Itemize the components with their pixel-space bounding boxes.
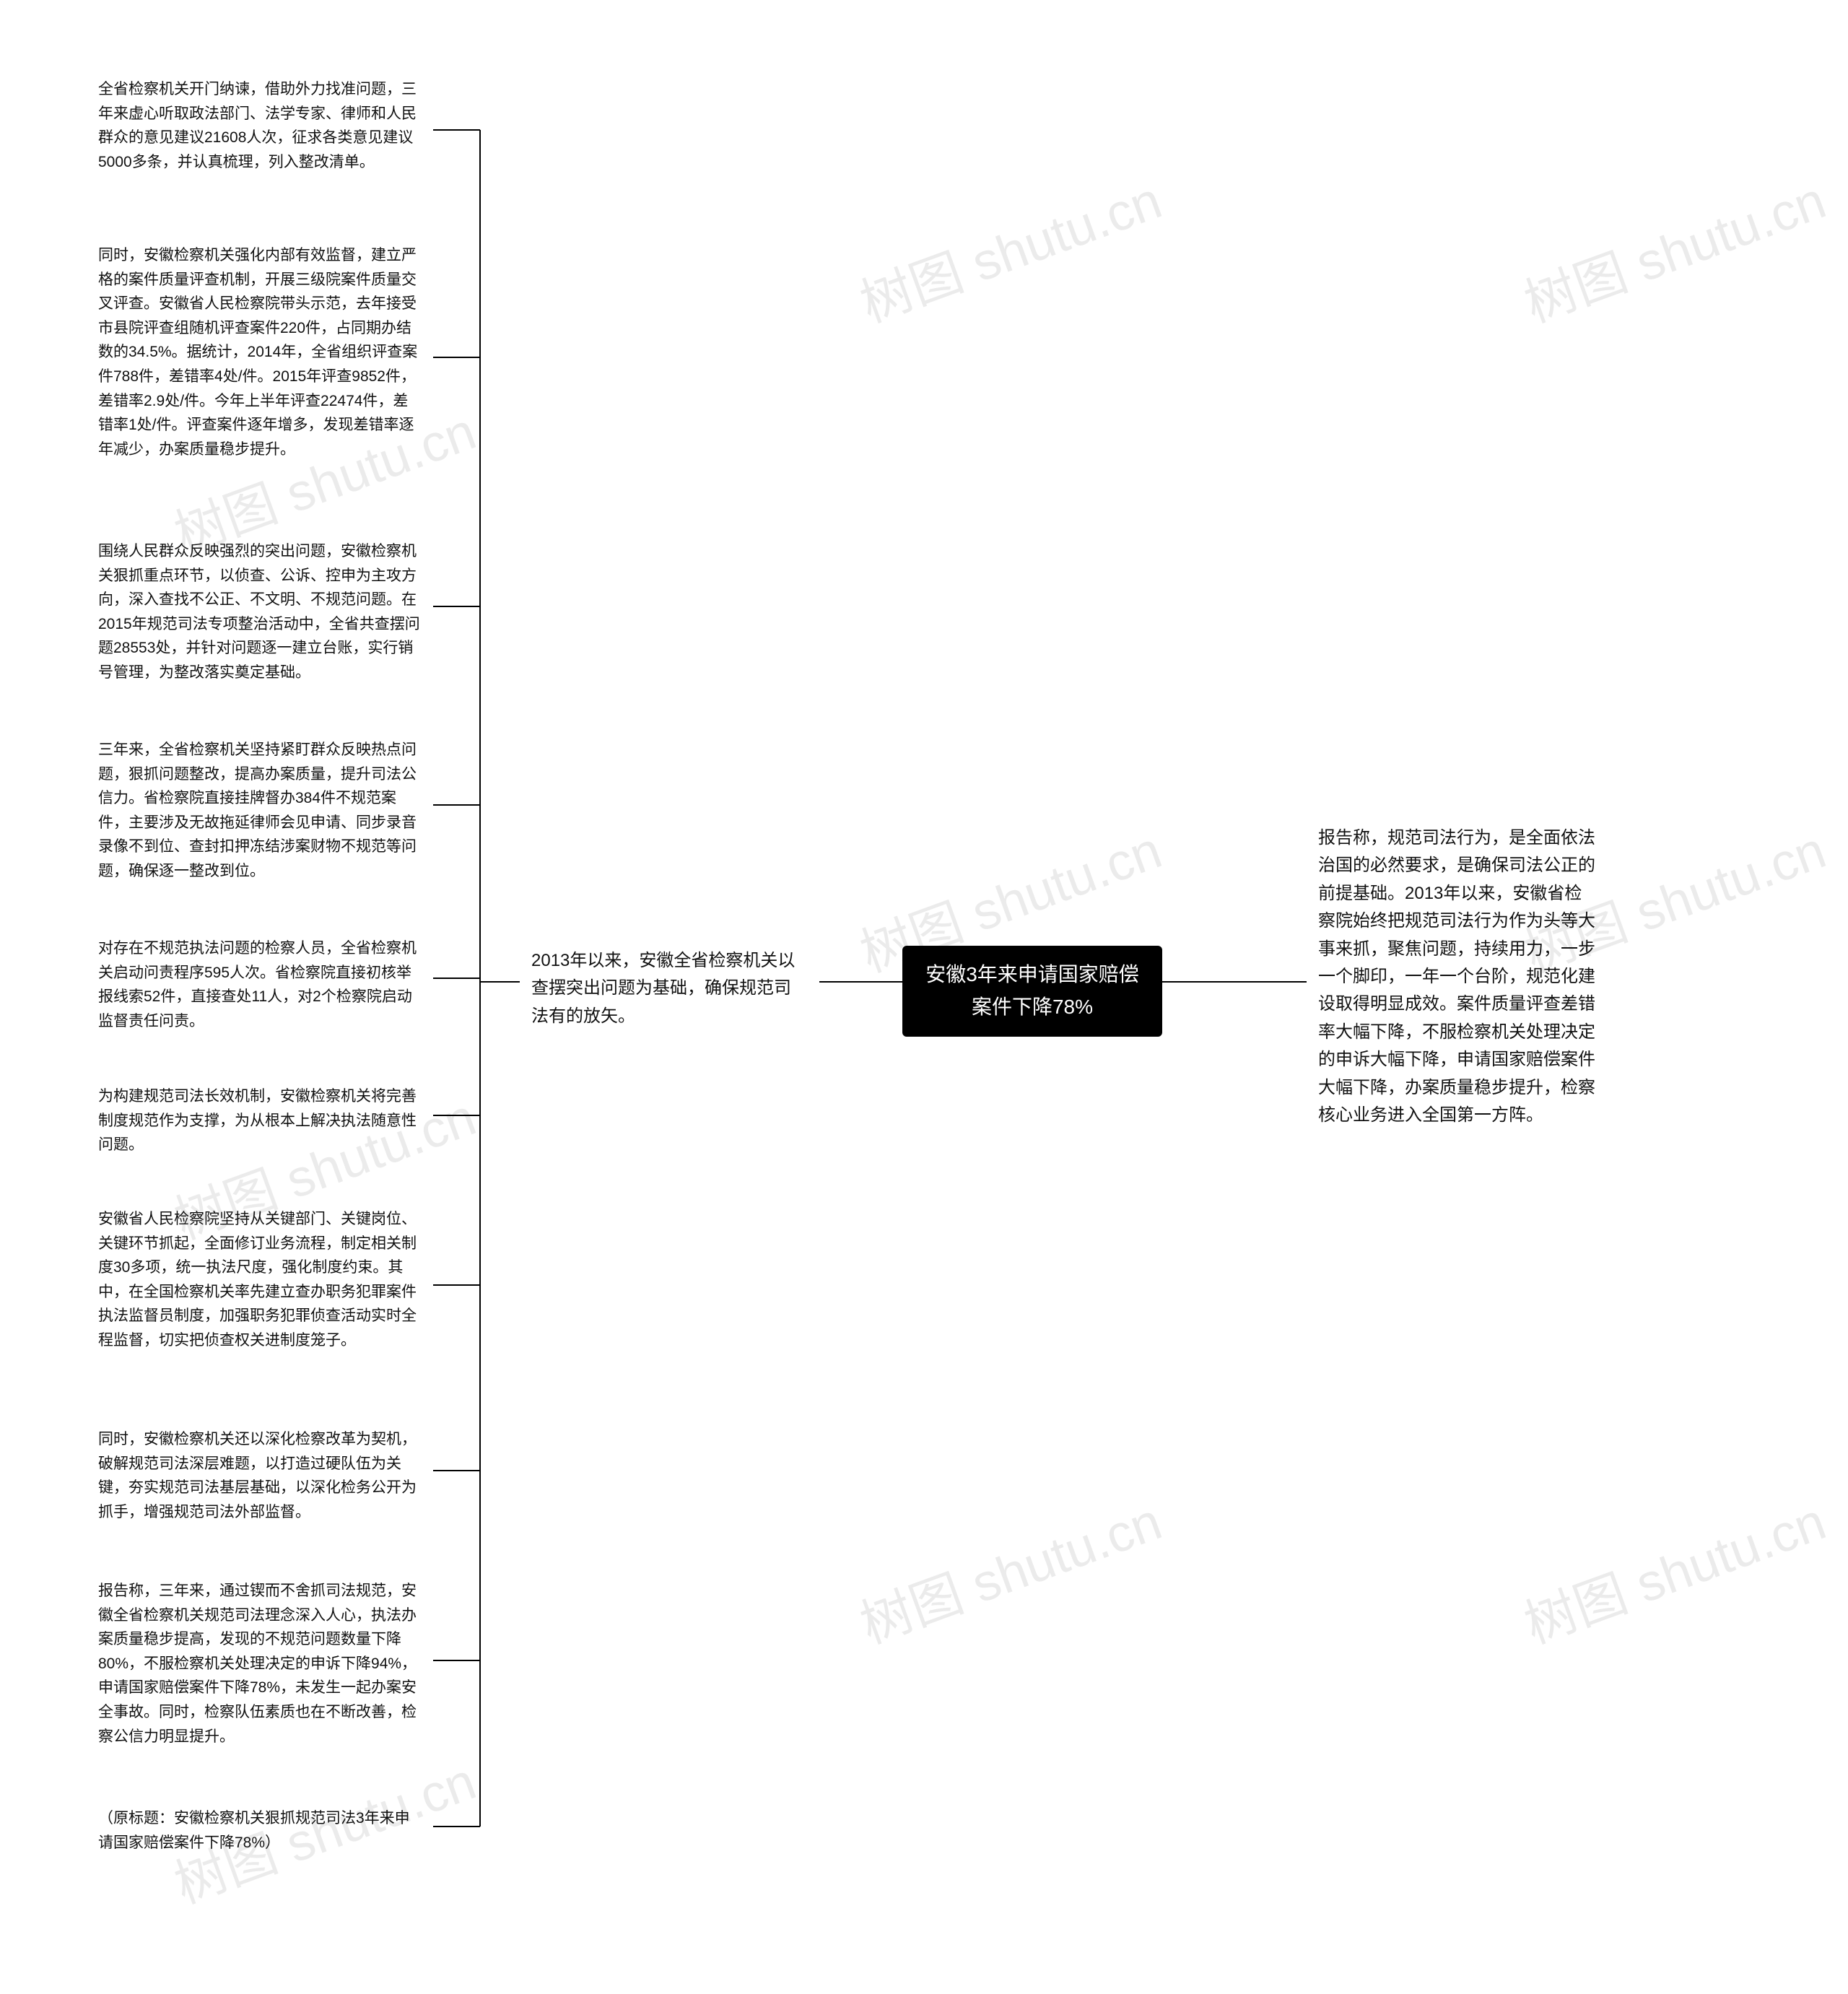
- leaf-9: 报告称，三年来，通过锲而不舍抓司法规范，安徽全省检察机关规范司法理念深入人心，执…: [87, 1570, 433, 1757]
- mindmap-left-branch: 2013年以来，安徽全省检察机关以查摆突出问题为基础，确保规范司法有的放矢。: [520, 939, 819, 1039]
- leaf-5: 对存在不规范执法问题的检察人员，全省检察机关启动问责程序595人次。省检察院直接…: [87, 928, 433, 1042]
- leaf-2: 同时，安徽检察机关强化内部有效监督，建立严格的案件质量评查机制，开展三级院案件质…: [87, 235, 433, 470]
- leaf-4: 三年来，全省检察机关坚持紧盯群众反映热点问题，狠抓问题整改，提高办案质量，提升司…: [87, 729, 433, 892]
- mindmap-root[interactable]: 安徽3年来申请国家赔偿案件下降78%: [902, 946, 1162, 1037]
- leaf-6: 为构建规范司法长效机制，安徽检察机关将完善制度规范作为支撑，为从根本上解决执法随…: [87, 1076, 433, 1166]
- mindmap-right-summary: 报告称，规范司法行为，是全面依法治国的必然要求，是确保司法公正的前提基础。201…: [1307, 816, 1610, 1138]
- leaf-1: 全省检察机关开门纳谏，借助外力找准问题，三年来虚心听取政法部门、法学专家、律师和…: [87, 69, 433, 183]
- leaf-3: 围绕人民群众反映强烈的突出问题，安徽检察机关狠抓重点环节，以侦查、公诉、控申为主…: [87, 531, 433, 694]
- leaf-8: 同时，安徽检察机关还以深化检察改革为契机，破解规范司法深层难题，以打造过硬队伍为…: [87, 1419, 433, 1533]
- leaf-10: （原标题：安徽检察机关狠抓规范司法3年来申请国家赔偿案件下降78%）: [87, 1798, 433, 1863]
- leaf-7: 安徽省人民检察院坚持从关键部门、关键岗位、关键环节抓起，全面修订业务流程，制定相…: [87, 1198, 433, 1362]
